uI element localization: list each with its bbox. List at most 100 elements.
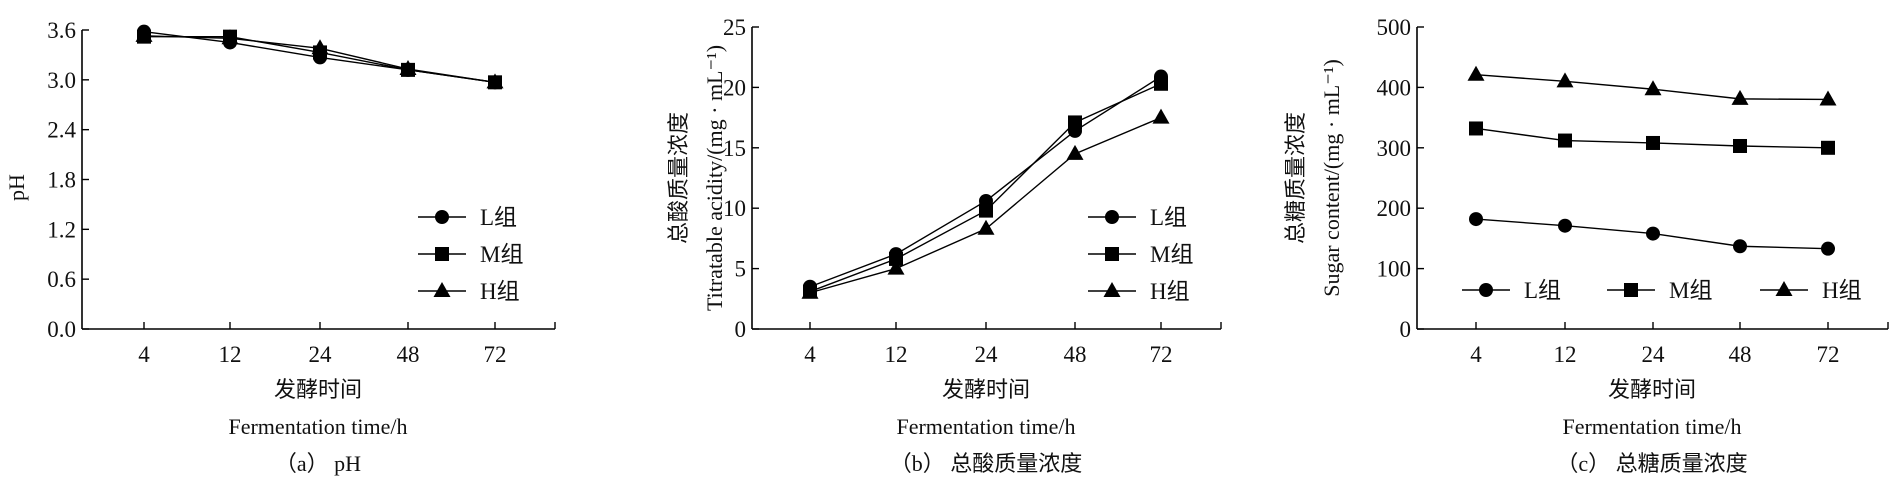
data-point-square [1154,76,1168,91]
y-tick-label: 400 [1377,75,1412,100]
data-point-triangle [486,73,504,89]
y-tick-label: 20 [723,75,746,100]
y-tick-label: 0.0 [47,317,76,342]
legend-label: M组 [480,242,523,267]
y-tick-label: 1.8 [47,168,76,193]
legend-item: L组 [1462,278,1561,303]
x-tick-label: 4 [804,342,816,367]
series-square [803,76,1168,299]
x-tick-label: 48 [1729,342,1752,367]
data-point-triangle [1731,89,1749,105]
y-tick-label: 3.6 [47,18,76,43]
x-tick-label: 12 [1554,342,1577,367]
x-axis-label: Fermentation time/h [228,414,407,439]
panel-caption: （b） 总酸质量浓度 [890,451,1083,476]
y-axis-label: pH [4,174,29,201]
legend-item: H组 [418,279,520,304]
legend-marker-circle [1105,210,1119,224]
x-tick-label: 48 [1064,342,1087,367]
data-point-triangle [1819,90,1837,106]
y-tick-label: 300 [1377,136,1412,161]
legend-marker-triangle [1775,281,1793,296]
y-tick-label: 3.0 [47,68,76,93]
y-axis-label-cn: 总酸质量浓度 [666,112,691,244]
data-point-square [1646,135,1660,150]
chart-panel-b: 0 5 10 15 20 25 4 12 24 48 72 发酵时间 Fermentation time… [666,15,1222,476]
y-tick-label: 0 [1400,317,1412,342]
x-tick-label: 24 [1642,342,1666,367]
y-tick-label: 15 [723,136,746,161]
data-point-triangle [1467,65,1485,81]
y-axis-label: Sugar content/(mg · mL⁻¹) [1319,59,1344,297]
y-tick-label: 0 [735,317,747,342]
legend-item: M组 [1607,278,1712,303]
y-tick-label: 5 [735,257,747,282]
data-point-square [1821,140,1835,155]
data-point-circle [1469,212,1483,227]
series-circle [1469,212,1835,256]
data-point-triangle [1644,80,1662,96]
legend-item: H组 [1760,278,1862,303]
data-point-triangle [135,26,153,42]
y-tick-label: 10 [723,196,746,221]
data-point-square [1068,115,1082,130]
data-point-circle [1646,226,1660,241]
legend-item: M组 [1088,242,1193,267]
data-point-triangle [221,29,239,45]
x-axis-label-cn: 发酵时间 [274,377,362,402]
x-axis-label-cn: 发酵时间 [1608,377,1696,402]
data-point-triangle [311,39,329,55]
data-point-circle [1821,241,1835,256]
chart-panel-a: 0.0 0.6 1.2 1.8 2.4 3.0 3.6 4 12 24 48 72 发酵时间 Fermen… [4,18,556,476]
x-tick-label: 4 [1470,342,1482,367]
legend-label: L组 [1524,278,1561,303]
series-triangle [135,26,504,89]
legend-marker-square [1624,283,1638,297]
data-point-circle [1558,218,1572,233]
data-point-square [1469,121,1483,136]
legend-label: H组 [1150,279,1190,304]
data-point-triangle [1556,72,1574,88]
legend-item: M组 [418,242,523,267]
data-point-triangle [1152,108,1170,124]
data-point-triangle [399,60,417,76]
y-tick-label: 100 [1377,257,1412,282]
data-point-square [979,203,993,218]
data-point-square [1558,133,1572,148]
y-tick-label: 25 [723,15,746,40]
series-triangle [1467,65,1837,106]
y-axis-label: Titratable acidity/(mg · mL⁻¹) [702,45,727,311]
x-tick-label: 4 [138,342,150,367]
series-triangle [801,108,1170,299]
y-tick-label: 1.2 [47,217,76,242]
y-axis-label-cn: 总糖质量浓度 [1283,112,1308,244]
panel-caption: （a） pH [275,451,361,476]
x-tick-label: 72 [484,342,507,367]
x-tick-label: 24 [309,342,333,367]
legend-label: M组 [1150,242,1193,267]
data-point-square [1733,138,1747,153]
x-axis-label: Fermentation time/h [1562,414,1741,439]
y-tick-label: 200 [1377,196,1412,221]
legend-marker-circle [1479,283,1493,297]
legend-label: H组 [1822,278,1862,303]
data-point-square [889,251,903,266]
series-square [1469,121,1835,155]
legend-marker-square [1105,247,1119,261]
x-axis-label: Fermentation time/h [896,414,1075,439]
y-tick-label: 2.4 [47,118,76,143]
legend-item: L组 [1088,205,1187,230]
legend-label: M组 [1669,278,1712,303]
legend-label: L组 [1150,205,1187,230]
data-point-triangle [887,259,905,275]
y-tick-label: 0.6 [47,267,76,292]
legend-item: L组 [418,205,517,230]
x-tick-label: 24 [975,342,999,367]
legend-marker-triangle [1103,282,1121,297]
legend-label: L组 [480,205,517,230]
legend-marker-circle [435,210,449,224]
panel-caption: （c） 总糖质量浓度 [1556,451,1747,476]
data-point-circle [1733,239,1747,254]
data-point-triangle [1066,144,1084,160]
